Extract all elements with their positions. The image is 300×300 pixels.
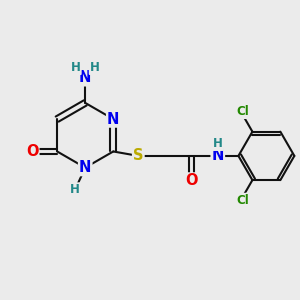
Text: S: S xyxy=(133,148,143,164)
Text: Cl: Cl xyxy=(236,105,249,118)
Text: H: H xyxy=(213,137,223,150)
Text: N: N xyxy=(79,70,92,86)
Text: O: O xyxy=(185,173,197,188)
Text: H: H xyxy=(71,61,81,74)
Text: Cl: Cl xyxy=(236,194,249,207)
Text: H: H xyxy=(70,183,80,196)
Text: N: N xyxy=(212,148,224,164)
Text: N: N xyxy=(107,112,119,127)
Text: N: N xyxy=(79,160,92,175)
Text: O: O xyxy=(26,144,38,159)
Text: H: H xyxy=(90,61,100,74)
